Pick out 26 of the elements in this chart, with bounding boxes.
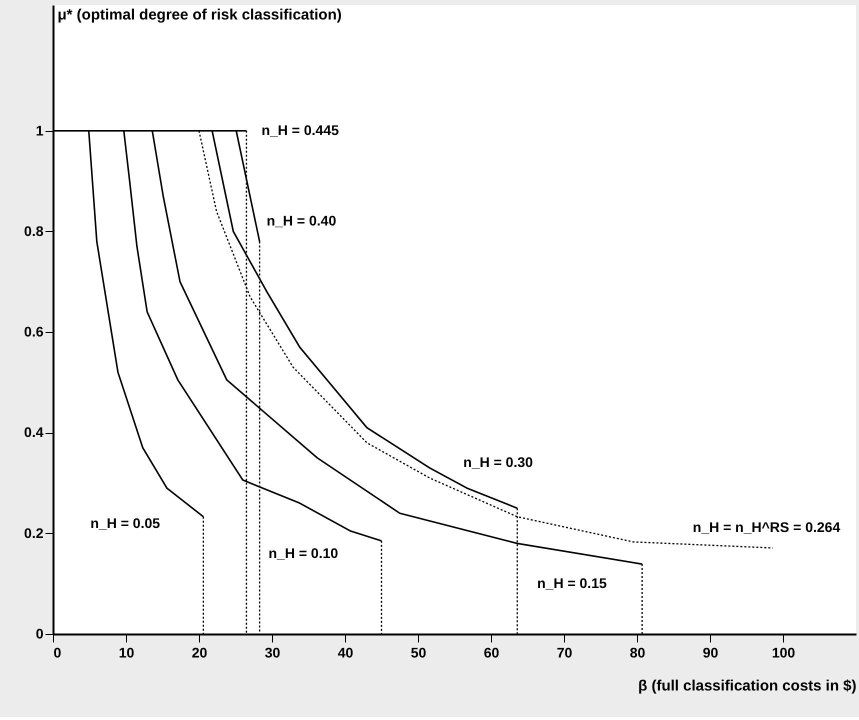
y-tick-label: 1 — [36, 122, 44, 138]
x-tick-label: 0 — [54, 644, 62, 660]
x-tick-label: 20 — [192, 644, 208, 660]
x-tick-label: 100 — [772, 644, 796, 660]
x-axis-title: β (full classification costs in $) — [638, 678, 856, 694]
y-tick-label: 0.6 — [24, 324, 44, 340]
x-tick-label: 60 — [484, 644, 500, 660]
x-tick-label: 40 — [338, 644, 354, 660]
series-label: n_H = n_H^RS = 0.264 — [692, 518, 840, 535]
y-tick-label: 0.2 — [24, 524, 44, 541]
series-label: n_H = 0.05 — [90, 514, 160, 531]
y-tick-label: 0 — [36, 626, 44, 642]
series-label: n_H = 0.40 — [266, 212, 336, 229]
series-label: n_H = 0.10 — [268, 544, 338, 561]
x-tick-label: 10 — [118, 644, 134, 660]
series-label: n_H = 0.30 — [463, 454, 534, 470]
y-tick-label: 0.4 — [24, 424, 44, 440]
x-tick-label: 50 — [410, 644, 426, 660]
y-axis-title: μ* (optimal degree of risk classification) — [58, 6, 342, 24]
x-tick-label: 70 — [556, 644, 572, 660]
x-tick-label: 90 — [702, 644, 718, 660]
x-tick-label: 80 — [630, 644, 646, 660]
series-label: n_H = 0.445 — [261, 122, 340, 138]
series-label: n_H = 0.15 — [537, 575, 607, 592]
y-tick-label: 0.8 — [24, 222, 44, 239]
x-tick-label: 30 — [264, 644, 280, 660]
